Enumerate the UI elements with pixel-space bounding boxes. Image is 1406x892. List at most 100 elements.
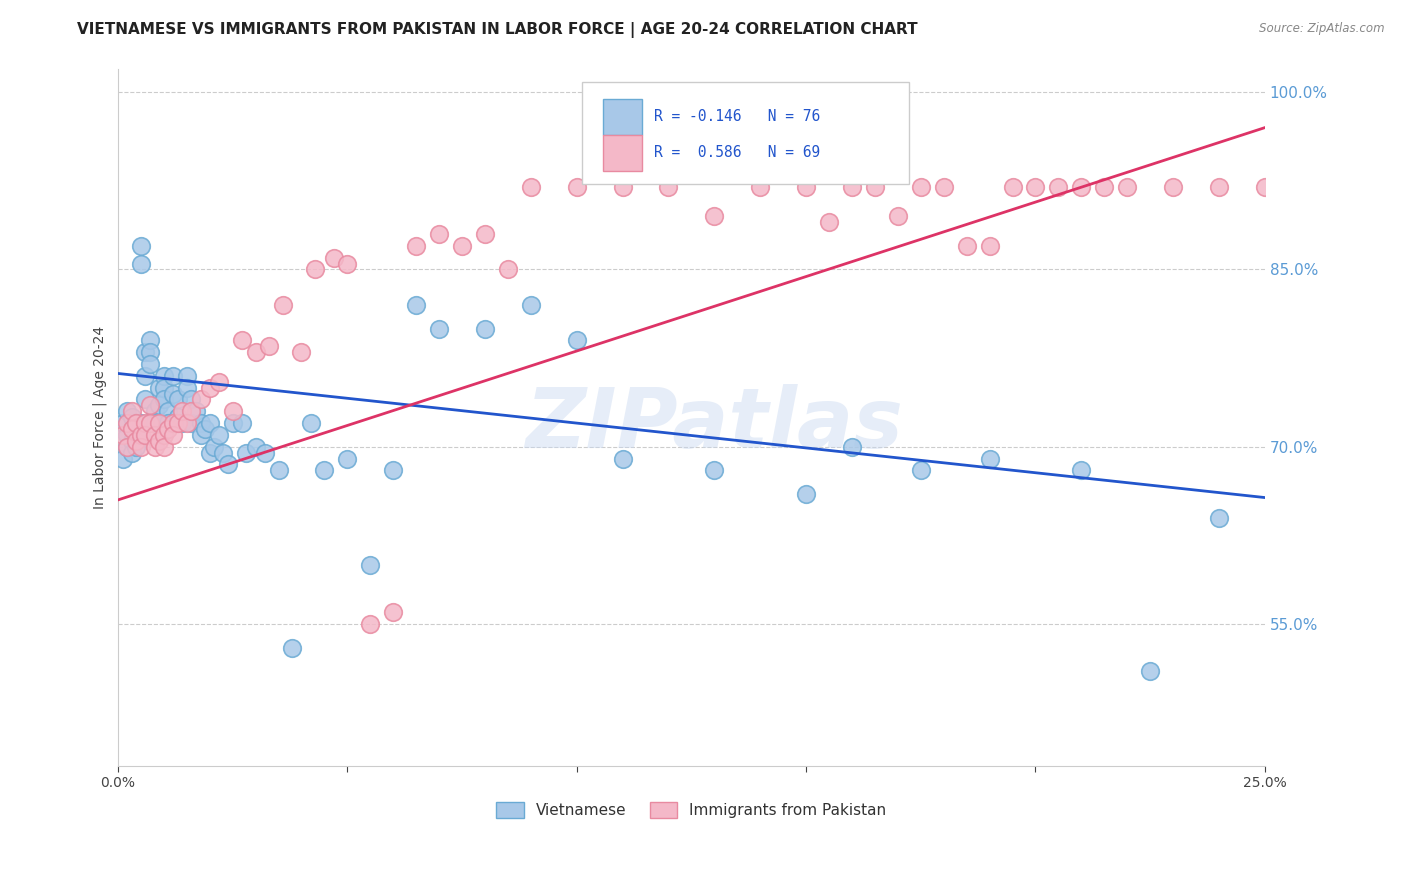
Point	[221, 404, 243, 418]
Point	[157, 404, 180, 418]
Point	[1001, 179, 1024, 194]
Point	[405, 239, 427, 253]
Point	[176, 416, 198, 430]
Point	[194, 422, 217, 436]
Point	[190, 416, 212, 430]
Point	[703, 209, 725, 223]
Point	[115, 440, 138, 454]
Point	[281, 640, 304, 655]
Point	[139, 416, 162, 430]
Point	[657, 179, 679, 194]
Point	[382, 605, 405, 619]
Point	[198, 416, 221, 430]
Point	[134, 368, 156, 383]
Point	[129, 440, 152, 454]
Point	[157, 422, 180, 436]
Point	[217, 458, 239, 472]
Point	[148, 434, 170, 448]
Point	[121, 445, 143, 459]
Point	[176, 381, 198, 395]
Point	[520, 298, 543, 312]
Point	[129, 428, 152, 442]
Point	[139, 357, 162, 371]
Point	[125, 434, 148, 448]
Point	[148, 416, 170, 430]
Point	[863, 179, 886, 194]
FancyBboxPatch shape	[603, 135, 643, 171]
Point	[703, 463, 725, 477]
Point	[162, 416, 184, 430]
Text: ZIPatlas: ZIPatlas	[526, 384, 903, 465]
Point	[932, 179, 955, 194]
Point	[180, 392, 202, 407]
Point	[1116, 179, 1139, 194]
Point	[134, 392, 156, 407]
Point	[180, 416, 202, 430]
Point	[267, 463, 290, 477]
Point	[176, 368, 198, 383]
Point	[115, 404, 138, 418]
Point	[612, 179, 634, 194]
Point	[887, 209, 910, 223]
Point	[139, 334, 162, 348]
FancyBboxPatch shape	[582, 82, 910, 184]
Point	[148, 381, 170, 395]
Point	[166, 410, 188, 425]
Point	[153, 381, 176, 395]
Point	[910, 463, 932, 477]
Point	[245, 440, 267, 454]
Point	[208, 428, 231, 442]
Point	[259, 339, 281, 353]
Point	[172, 404, 194, 418]
Point	[166, 392, 188, 407]
Point	[202, 440, 225, 454]
Point	[162, 428, 184, 442]
Point	[153, 368, 176, 383]
Point	[359, 558, 381, 572]
Point	[794, 179, 817, 194]
Point	[121, 434, 143, 448]
Point	[979, 451, 1001, 466]
Y-axis label: In Labor Force | Age 20-24: In Labor Force | Age 20-24	[93, 326, 107, 508]
Point	[474, 321, 496, 335]
Point	[253, 445, 276, 459]
Point	[231, 334, 253, 348]
Point	[1254, 179, 1277, 194]
Text: Source: ZipAtlas.com: Source: ZipAtlas.com	[1260, 22, 1385, 36]
Point	[134, 345, 156, 359]
Point	[115, 428, 138, 442]
Point	[134, 428, 156, 442]
Point	[125, 428, 148, 442]
Point	[143, 440, 166, 454]
Point	[427, 227, 450, 241]
Point	[1070, 463, 1092, 477]
Point	[304, 262, 326, 277]
Text: R =  0.586   N = 69: R = 0.586 N = 69	[654, 145, 820, 161]
Point	[841, 179, 863, 194]
Point	[111, 451, 134, 466]
Point	[1070, 179, 1092, 194]
Point	[565, 334, 588, 348]
Point	[121, 410, 143, 425]
Text: R = -0.146   N = 76: R = -0.146 N = 76	[654, 109, 820, 124]
Point	[382, 463, 405, 477]
Point	[198, 381, 221, 395]
Point	[336, 451, 359, 466]
Point	[336, 256, 359, 270]
Point	[143, 404, 166, 418]
Point	[427, 321, 450, 335]
Point	[121, 422, 143, 436]
Point	[115, 440, 138, 454]
Point	[143, 416, 166, 430]
Point	[1161, 179, 1184, 194]
FancyBboxPatch shape	[603, 98, 643, 135]
Point	[1092, 179, 1115, 194]
Point	[129, 256, 152, 270]
Point	[221, 416, 243, 430]
Point	[231, 416, 253, 430]
Point	[172, 416, 194, 430]
Point	[1024, 179, 1046, 194]
Point	[129, 239, 152, 253]
Point	[979, 239, 1001, 253]
Point	[121, 422, 143, 436]
